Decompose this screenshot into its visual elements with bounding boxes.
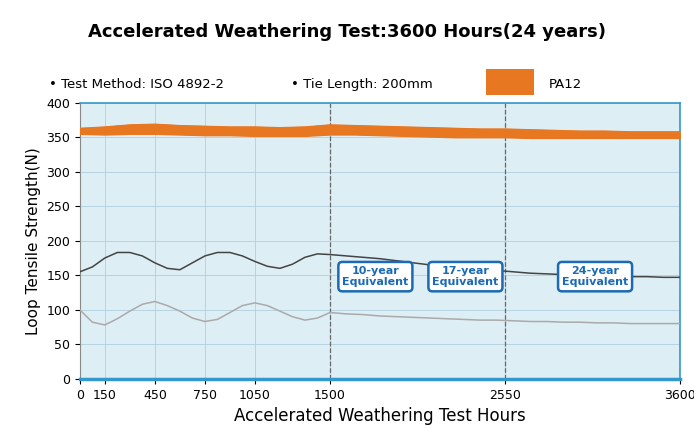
FancyBboxPatch shape [486,69,534,95]
Text: • Test Method: ISO 4892-2: • Test Method: ISO 4892-2 [49,78,223,91]
Text: 24-year
Equivalent: 24-year Equivalent [562,266,628,288]
Text: PA12: PA12 [548,78,582,91]
Text: 17-year
Equivalent: 17-year Equivalent [432,266,498,288]
Text: Accelerated Weathering Test:3600 Hours(24 years): Accelerated Weathering Test:3600 Hours(2… [88,23,606,41]
Text: 10-year
Equivalent: 10-year Equivalent [342,266,409,288]
X-axis label: Accelerated Weathering Test Hours: Accelerated Weathering Test Hours [234,407,526,425]
Y-axis label: Loop Tensile Strength(N): Loop Tensile Strength(N) [26,147,41,335]
Text: • Tie Length: 200mm: • Tie Length: 200mm [291,78,433,91]
